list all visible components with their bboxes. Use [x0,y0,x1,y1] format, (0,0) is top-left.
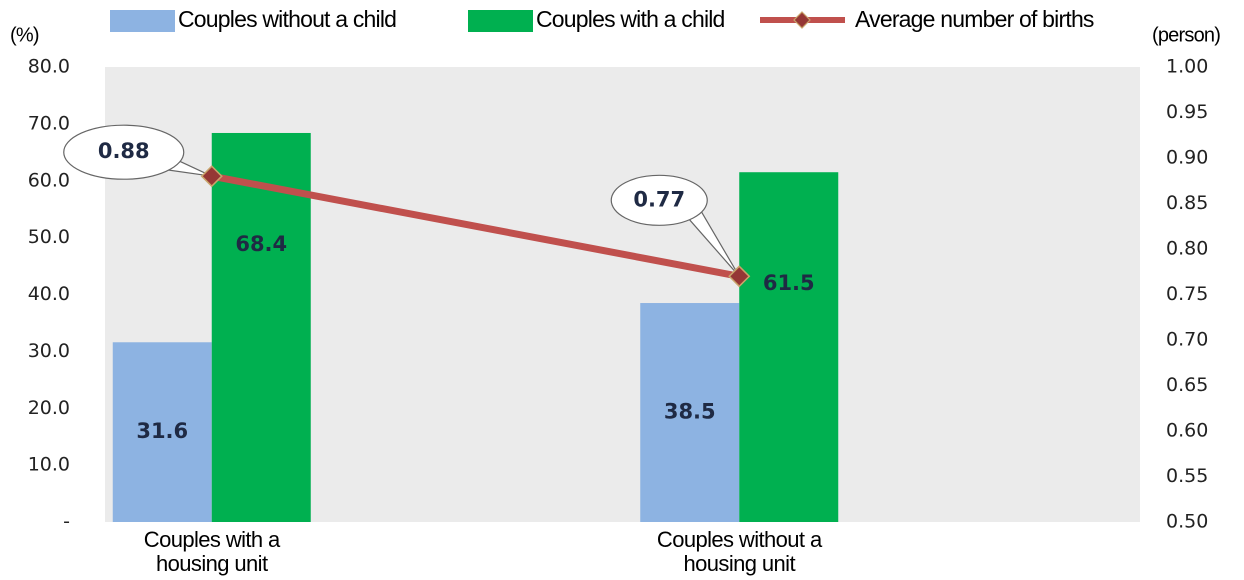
legend-label: Couples without a child [178,6,396,32]
y-axis-label: (%) [10,24,39,46]
legend-marker [793,11,811,29]
y2-tick-label: 1.00 [1166,56,1208,78]
y2-tick-label: 0.50 [1166,511,1208,533]
legend-label: Average number of births [855,6,1094,32]
bar [211,132,311,522]
line-value-label: 0.77 [633,187,685,211]
bar [112,342,212,522]
y2-axis-label: (person) [1152,24,1220,46]
y-tick-label: 30.0 [28,340,70,362]
bar-value-label: 31.6 [136,419,188,443]
bar-value-label: 38.5 [664,400,716,424]
callout [63,124,185,180]
bar [640,303,740,522]
legend-swatch [468,10,533,32]
callout [610,174,708,226]
bar-value-label: 68.4 [235,232,287,256]
line-series [208,172,743,280]
y-tick-label: 10.0 [28,454,70,476]
y-tick-label: 40.0 [28,283,70,305]
y2-tick-label: 0.65 [1166,374,1208,396]
y2-tick-label: 0.75 [1166,283,1208,305]
y-tick-label: 50.0 [28,226,70,248]
y2-tick-label: 0.70 [1166,329,1208,351]
y2-tick-label: 0.60 [1166,420,1208,442]
y-tick-label: 20.0 [28,397,70,419]
y-tick-label: 60.0 [28,169,70,191]
bar [739,172,839,522]
line-value-label: 0.88 [98,139,150,163]
y2-tick-label: 0.85 [1166,192,1208,214]
y2-tick-label: 0.90 [1166,147,1208,169]
bar-value-label: 61.5 [763,271,815,295]
y-tick-label: - [63,511,70,533]
y-tick-label: 80.0 [28,56,70,78]
legend-label: Couples with a child [536,6,725,32]
line-marker [200,165,223,188]
x-tick-label: Couples with a housing unit [143,527,281,576]
y2-tick-label: 0.80 [1166,238,1208,260]
x-tick-label: Couples without a housing unit [656,527,822,576]
legend-swatch [110,10,175,32]
line-marker [728,265,751,288]
y2-tick-label: 0.55 [1166,465,1208,487]
y2-tick-label: 0.95 [1166,101,1208,123]
y-tick-label: 70.0 [28,112,70,134]
